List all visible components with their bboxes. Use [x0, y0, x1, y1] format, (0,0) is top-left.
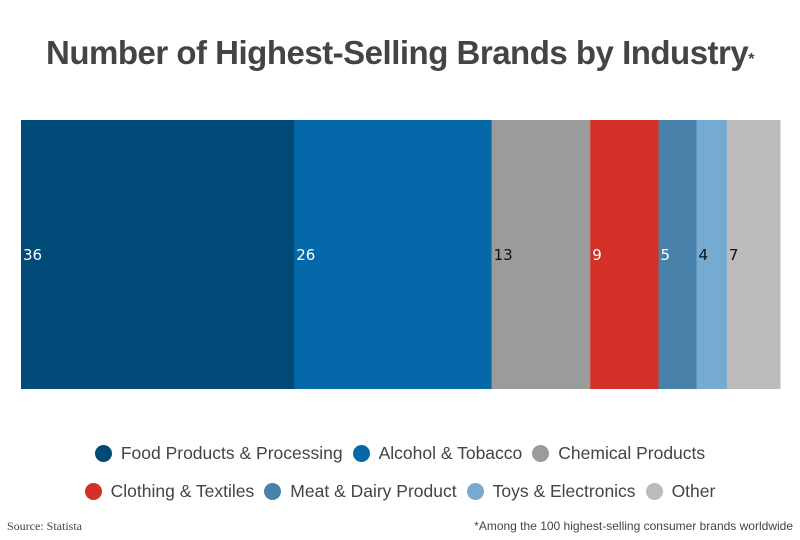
legend-item: Meat & Dairy Product — [264, 481, 457, 502]
legend-label: Clothing & Textiles — [110, 481, 255, 501]
data-label: 4 — [699, 246, 709, 264]
legend-label: Food Products & Processing — [120, 443, 343, 463]
data-label: 5 — [661, 246, 671, 264]
legend-row: Clothing & Textiles Meat & Dairy Product T… — [0, 481, 800, 502]
legend-item: Alcohol & Tobacco — [352, 443, 523, 464]
legend-label: Other — [671, 481, 716, 501]
bar-segment-food-products-processing — [21, 120, 295, 389]
chart-title-text: Number of Highest-Selling Brands by Indu… — [46, 34, 749, 71]
source-note: Source: Statista — [7, 519, 82, 533]
legend-row: Food Products & Processing Alcohol & Toba… — [0, 443, 800, 464]
data-label: 13 — [494, 246, 513, 264]
legend-item: Toys & Electronics — [466, 481, 636, 502]
bar-segment-clothing-textiles — [590, 120, 660, 389]
bar-segment-alcohol-tobacco — [294, 120, 493, 389]
legend-swatch-icon — [532, 445, 550, 462]
chart-title: Number of Highest-Selling Brands by Indu… — [0, 34, 800, 72]
data-label: 9 — [592, 246, 602, 264]
legend-swatch-icon — [352, 445, 370, 462]
legend-swatch-icon — [264, 483, 282, 500]
data-label: 36 — [23, 246, 42, 264]
legend-swatch-icon — [466, 483, 484, 500]
legend-swatch-icon — [94, 445, 112, 462]
legend-label: Meat & Dairy Product — [290, 481, 457, 501]
legend-label: Alcohol & Tobacco — [378, 443, 523, 463]
legend-label: Chemical Products — [558, 443, 706, 463]
data-label: 7 — [729, 246, 739, 264]
legend-item: Chemical Products — [532, 443, 705, 464]
bar-segment-toys-electronics — [696, 120, 728, 389]
bar-segment-other — [726, 120, 781, 389]
legend-item: Clothing & Textiles — [84, 481, 255, 502]
legend-swatch-icon — [645, 483, 663, 500]
title-footnote-marker: * — [748, 51, 754, 68]
bar-segment-chemical-products — [491, 120, 591, 389]
data-label: 26 — [296, 246, 315, 264]
legend-item: Other — [645, 481, 716, 502]
legend-swatch-icon — [84, 483, 102, 500]
bar-segment-meat-dairy-product — [658, 120, 698, 389]
footnote: *Among the 100 highest-selling consumer … — [474, 519, 793, 533]
legend-label: Toys & Electronics — [492, 481, 636, 501]
legend-item: Food Products & Processing — [94, 443, 343, 464]
